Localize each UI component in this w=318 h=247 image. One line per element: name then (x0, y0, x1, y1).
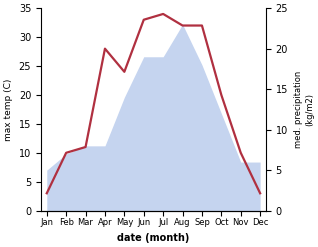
Y-axis label: max temp (C): max temp (C) (4, 78, 13, 141)
Y-axis label: med. precipitation
(kg/m2): med. precipitation (kg/m2) (294, 71, 314, 148)
X-axis label: date (month): date (month) (117, 233, 190, 243)
